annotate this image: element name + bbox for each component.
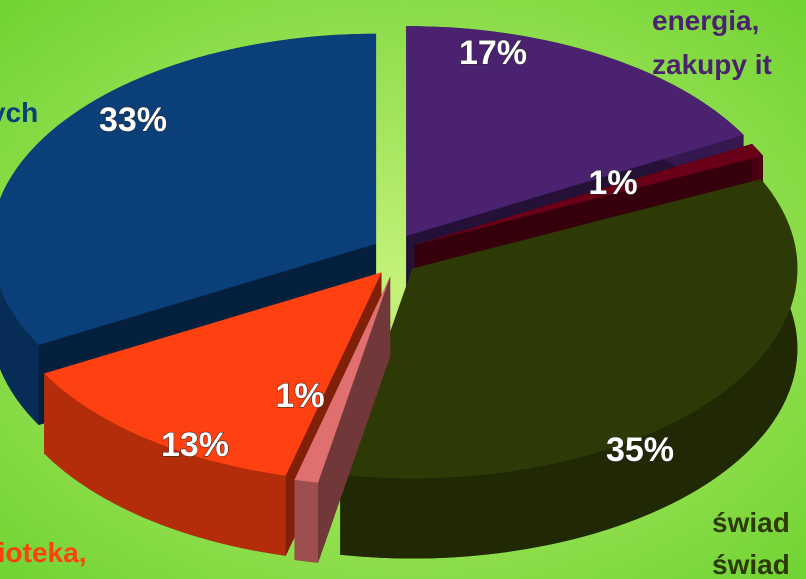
slice-rim bbox=[44, 373, 286, 556]
slice-top bbox=[340, 179, 798, 479]
slice bbox=[340, 179, 798, 559]
slice-top bbox=[406, 26, 744, 237]
category-label: energia, bbox=[652, 5, 759, 36]
data-label: 33% bbox=[99, 101, 167, 139]
category-label: świad bbox=[712, 507, 790, 538]
slice-top bbox=[44, 272, 382, 476]
data-label: 13% bbox=[161, 426, 229, 464]
data-label: 1% bbox=[588, 164, 637, 202]
slice-top bbox=[0, 33, 377, 345]
slice-rim bbox=[340, 179, 798, 559]
slice-side bbox=[294, 276, 391, 560]
slice-rim bbox=[294, 479, 319, 563]
category-label: świad bbox=[712, 549, 790, 579]
category-label: ia bbox=[0, 0, 4, 4]
slice-top bbox=[294, 276, 391, 483]
data-label: 1% bbox=[275, 377, 324, 415]
slice bbox=[294, 276, 391, 563]
category-label: lioteka, bbox=[0, 537, 86, 568]
data-label: 17% bbox=[459, 34, 527, 72]
slice-top bbox=[414, 143, 763, 246]
category-label: ych bbox=[0, 97, 38, 128]
data-label: 35% bbox=[606, 431, 674, 469]
category-label: zakupy it bbox=[652, 49, 772, 80]
